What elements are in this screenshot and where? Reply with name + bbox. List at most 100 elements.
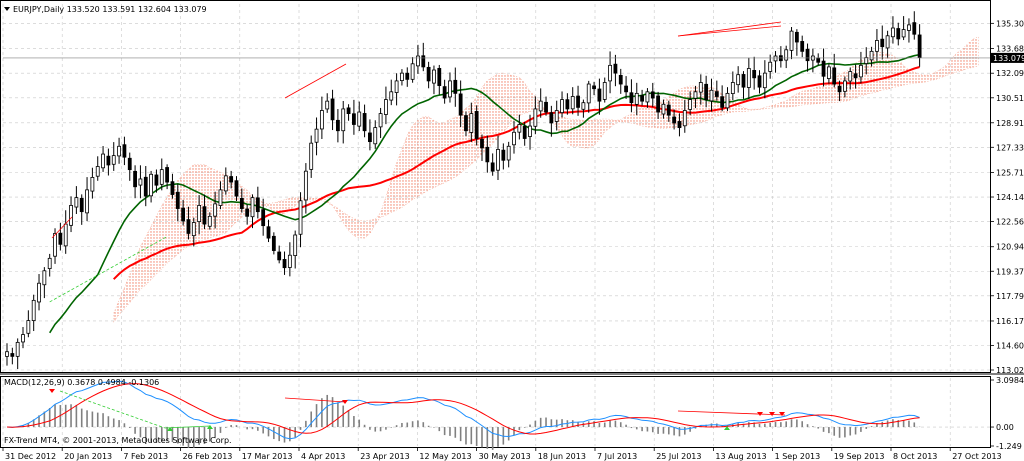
candle xyxy=(624,76,628,99)
candle xyxy=(31,294,36,332)
macd-divergence-bear-2 xyxy=(677,410,786,416)
main-panel-frame xyxy=(0,0,991,373)
candle xyxy=(149,170,153,203)
candle xyxy=(506,141,511,168)
candle xyxy=(474,105,479,146)
candle xyxy=(266,219,271,243)
macd-divergence-bear xyxy=(284,397,346,403)
buy-arrow xyxy=(167,427,173,431)
candle xyxy=(79,194,84,225)
time-tick-label: 23 Apr 2013 xyxy=(360,452,409,461)
candle xyxy=(634,82,639,116)
trendline-3 xyxy=(677,21,782,37)
price-tick-label: 133.680 xyxy=(996,45,1024,54)
candle xyxy=(880,25,885,60)
candle xyxy=(592,81,596,96)
candle xyxy=(202,194,207,230)
candle xyxy=(58,222,63,251)
copyright-label: FX-Trend MT4, © 2001-2013, MetaQuotes So… xyxy=(4,436,232,445)
candle xyxy=(111,142,116,171)
trendline-1 xyxy=(51,216,73,239)
candle xyxy=(346,104,351,121)
candle xyxy=(576,85,580,116)
price-tick-label: 116.175 xyxy=(996,317,1024,326)
candle xyxy=(661,99,666,119)
bull-divergence-dashed xyxy=(49,236,168,303)
candle xyxy=(741,71,746,99)
candle xyxy=(293,230,298,269)
macd-title-label: MACD(12,26,9) 0.3678 0.4984 -0.1306 xyxy=(4,378,159,387)
candle xyxy=(464,111,468,137)
candle xyxy=(389,79,394,106)
buy-arrow xyxy=(207,425,213,429)
candle xyxy=(837,80,842,102)
candle xyxy=(330,89,335,131)
candle xyxy=(122,136,127,166)
candle xyxy=(229,170,234,189)
candle xyxy=(682,100,687,133)
candle xyxy=(63,210,68,254)
candle xyxy=(10,347,15,365)
candle xyxy=(186,206,191,240)
candle xyxy=(223,167,228,195)
candle xyxy=(885,30,890,59)
candle xyxy=(490,153,495,176)
macd-panel-frame xyxy=(0,376,991,448)
candle xyxy=(725,87,730,111)
time-tick-label: 25 Jul 2013 xyxy=(656,452,701,461)
ma-slow-line xyxy=(112,66,920,280)
candle xyxy=(416,44,420,74)
time-tick-label: 18 Jun 2013 xyxy=(538,452,586,461)
candle xyxy=(245,204,250,225)
candle xyxy=(426,61,431,89)
candle xyxy=(255,186,260,219)
candle xyxy=(896,22,901,46)
candle xyxy=(159,158,164,191)
candle xyxy=(485,135,490,173)
candle xyxy=(448,72,452,103)
svg-text:133.079: 133.079 xyxy=(993,54,1024,63)
price-tick-label: 125.715 xyxy=(996,169,1024,178)
time-tick-label: 8 Oct 2013 xyxy=(893,452,937,461)
candle xyxy=(693,85,698,109)
candle xyxy=(698,74,703,105)
price-tick-label: 113.025 xyxy=(996,366,1024,375)
candle xyxy=(277,245,282,264)
candle xyxy=(853,64,858,89)
candle xyxy=(309,135,314,178)
window-menu-arrow[interactable] xyxy=(4,7,10,11)
time-tick-label: 4 Apr 2013 xyxy=(301,452,345,461)
macd-tick-label: -1.249 xyxy=(996,442,1022,451)
candle xyxy=(709,78,714,112)
candle xyxy=(538,88,543,118)
candle xyxy=(442,79,447,104)
candle xyxy=(362,104,367,138)
candle xyxy=(341,100,346,144)
candle xyxy=(843,76,847,98)
candle xyxy=(533,96,538,135)
candle xyxy=(645,88,650,108)
candle xyxy=(730,71,735,101)
price-tick-label: 119.370 xyxy=(996,267,1024,276)
candle xyxy=(762,60,767,99)
candle xyxy=(480,134,484,161)
candle xyxy=(437,64,442,95)
candle xyxy=(688,91,693,116)
sell-arrow xyxy=(769,412,775,416)
candle xyxy=(618,68,623,94)
time-tick-label: 20 Jan 2013 xyxy=(64,452,112,461)
candle xyxy=(746,57,751,99)
candle xyxy=(549,105,554,137)
moving-averages xyxy=(49,53,920,334)
candle xyxy=(373,120,378,149)
candle xyxy=(357,101,362,132)
candle xyxy=(544,96,548,116)
buy-arrow xyxy=(724,426,730,430)
candle xyxy=(859,51,863,84)
time-tick-label: 30 May 2013 xyxy=(479,452,531,461)
candle xyxy=(154,169,159,193)
candle xyxy=(901,16,906,41)
candle xyxy=(26,310,31,338)
candle xyxy=(42,267,47,299)
